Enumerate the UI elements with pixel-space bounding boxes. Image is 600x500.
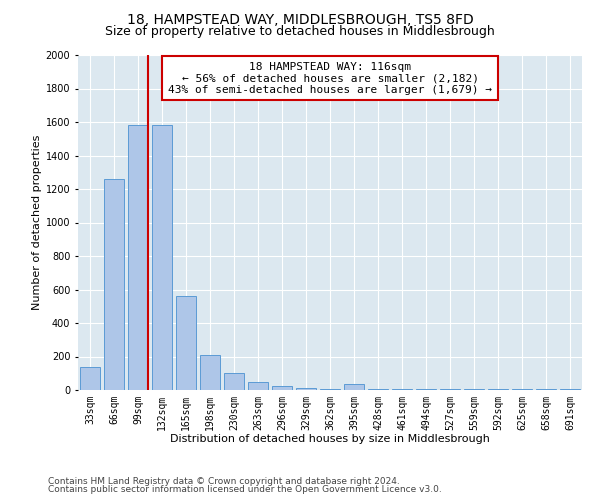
Bar bbox=[464, 389, 484, 390]
Bar bbox=[440, 389, 460, 390]
Bar bbox=[344, 384, 364, 390]
Bar bbox=[272, 386, 292, 390]
Bar bbox=[320, 389, 340, 390]
Bar bbox=[536, 389, 556, 390]
Bar bbox=[296, 388, 316, 390]
Bar bbox=[80, 366, 100, 390]
Bar bbox=[176, 296, 196, 390]
Bar bbox=[248, 382, 268, 390]
X-axis label: Distribution of detached houses by size in Middlesbrough: Distribution of detached houses by size … bbox=[170, 434, 490, 444]
Bar bbox=[104, 179, 124, 390]
Text: 18 HAMPSTEAD WAY: 116sqm
← 56% of detached houses are smaller (2,182)
43% of sem: 18 HAMPSTEAD WAY: 116sqm ← 56% of detach… bbox=[168, 62, 492, 95]
Text: 18, HAMPSTEAD WAY, MIDDLESBROUGH, TS5 8FD: 18, HAMPSTEAD WAY, MIDDLESBROUGH, TS5 8F… bbox=[127, 12, 473, 26]
Text: Contains public sector information licensed under the Open Government Licence v3: Contains public sector information licen… bbox=[48, 485, 442, 494]
Bar bbox=[224, 373, 244, 390]
Bar bbox=[512, 389, 532, 390]
Bar bbox=[488, 389, 508, 390]
Bar bbox=[152, 126, 172, 390]
Bar bbox=[128, 126, 148, 390]
Bar bbox=[416, 389, 436, 390]
Bar bbox=[200, 355, 220, 390]
Bar bbox=[392, 389, 412, 390]
Y-axis label: Number of detached properties: Number of detached properties bbox=[32, 135, 41, 310]
Bar bbox=[368, 389, 388, 390]
Text: Size of property relative to detached houses in Middlesbrough: Size of property relative to detached ho… bbox=[105, 25, 495, 38]
Text: Contains HM Land Registry data © Crown copyright and database right 2024.: Contains HM Land Registry data © Crown c… bbox=[48, 477, 400, 486]
Bar bbox=[560, 389, 580, 390]
